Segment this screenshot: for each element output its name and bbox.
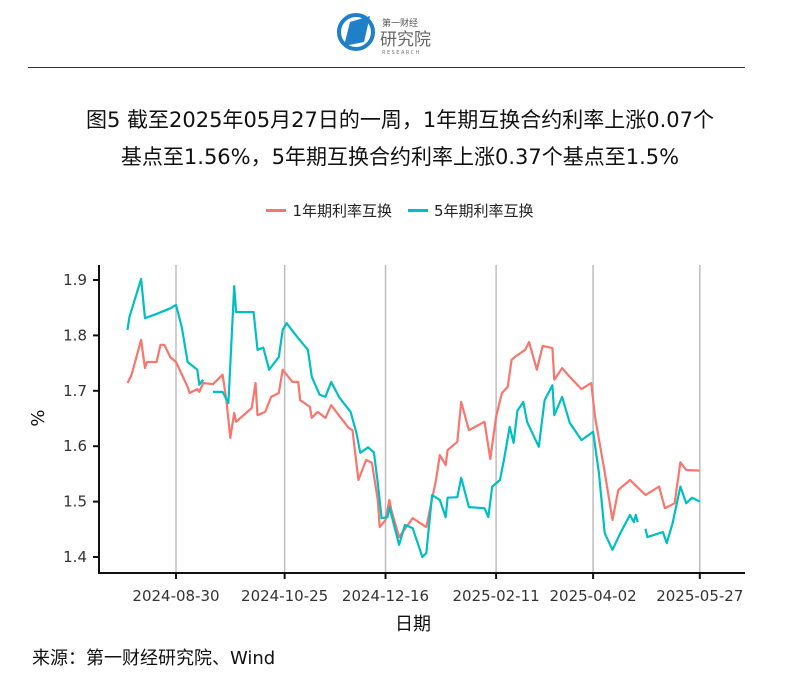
logo-parallelogram-icon	[344, 16, 370, 46]
y-tick-label: 1.5	[63, 493, 87, 511]
y-tick-label: 1.4	[63, 548, 87, 566]
header-divider	[28, 67, 745, 68]
chart-title-line-2: 基点至1.56%，5年期互换合约利率上涨0.37个基点至1.5%	[120, 145, 680, 169]
y-tick-label: 1.8	[63, 326, 87, 344]
x-tick-label: 2025-05-27	[656, 587, 743, 605]
legend-label-1y: 1年期利率互换	[292, 202, 392, 220]
legend: 1年期利率互换 5年期利率互换	[0, 200, 800, 221]
research-institute-logo: 第一财经 研究院 RESEARCH	[337, 13, 431, 56]
x-tick-label: 2025-02-11	[453, 587, 540, 605]
y-tick-label: 1.6	[63, 437, 87, 455]
series-line-1y	[126, 338, 700, 539]
x-tick-label: 2025-04-02	[550, 587, 637, 605]
x-tick-label: 2024-08-30	[132, 587, 219, 605]
svg-text:第一财经: 第一财经	[382, 17, 418, 29]
svg-text:RESEARCH: RESEARCH	[382, 50, 421, 56]
chart-title-line-1: 图5 截至2025年05月27日的一周，1年期互换合约利率上涨0.07个	[85, 108, 715, 132]
legend-label-5y: 5年期利率互换	[434, 202, 534, 220]
x-tick-label: 2024-10-25	[241, 587, 328, 605]
legend-swatch-5y	[408, 209, 428, 212]
source-note: 来源：第一财经研究院、Wind	[32, 648, 276, 669]
svg-text:研究院: 研究院	[380, 30, 431, 50]
x-tick-label: 2024-12-16	[342, 587, 429, 605]
legend-item-5y: 5年期利率互换	[408, 200, 534, 221]
y-axis-title: %	[28, 409, 49, 426]
y-tick-label: 1.9	[63, 271, 87, 289]
series-line-5y	[126, 277, 701, 559]
y-tick-label: 1.7	[63, 382, 87, 400]
legend-item-1y: 1年期利率互换	[266, 200, 392, 221]
x-axis-title: 日期	[395, 614, 431, 635]
logo-ring-icon	[337, 13, 375, 51]
legend-swatch-1y	[266, 209, 287, 212]
